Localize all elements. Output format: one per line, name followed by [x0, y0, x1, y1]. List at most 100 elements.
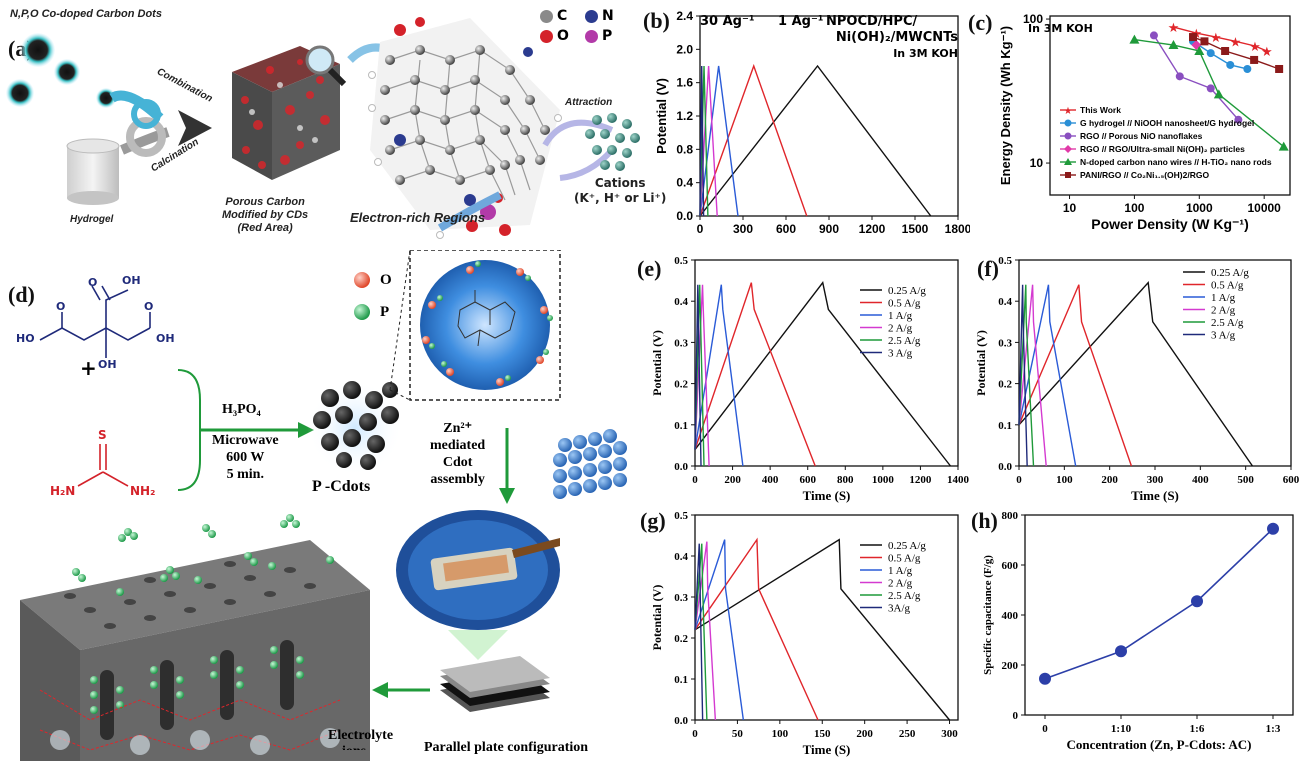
panel-f-label: (f)	[977, 256, 999, 281]
x-tick-label: 300	[733, 222, 753, 236]
data-point	[1175, 72, 1184, 81]
data-point: ★	[1168, 20, 1180, 35]
legend-p-label: P	[380, 304, 390, 320]
series-line	[1018, 284, 1028, 467]
ann-koh-c: In 3M KOH	[1028, 22, 1093, 35]
y-tick-label: 0.3	[998, 337, 1012, 349]
thiourea-structure	[77, 444, 129, 487]
thiourea-nh2: NH₂	[130, 484, 156, 498]
series-line	[1018, 284, 1077, 467]
panel-d-illustration	[20, 250, 627, 761]
arrow-down-icon	[499, 488, 515, 504]
series-line	[694, 543, 708, 721]
x-tick-label: 100	[1124, 201, 1144, 215]
legend-label: PANI/RGO // Co₂Ni₁.₅(OH)2/RGO	[1080, 170, 1209, 180]
cdot-lattice	[553, 429, 627, 499]
plus-sign: +	[80, 356, 97, 380]
data-point	[1039, 672, 1051, 685]
electrolyte-label: Electrolyteions	[328, 728, 394, 750]
x-axis-label: Time (S)	[803, 488, 851, 503]
y-axis-label: Potential (V)	[650, 585, 664, 651]
legend-label: 1 A/g	[888, 565, 913, 577]
legend-label: RGO // Porous NiO nanoflakes	[1080, 131, 1203, 141]
data-point	[1115, 645, 1127, 658]
legend-label: 1 A/g	[1211, 292, 1236, 304]
y-tick-label: 0.1	[674, 420, 688, 432]
plot-frame	[694, 259, 959, 467]
y-tick-label: 0.0	[676, 209, 693, 223]
legend-label: 1 A/g	[888, 310, 913, 322]
x-tick-label: 900	[819, 222, 839, 236]
data-point	[1129, 34, 1140, 44]
x-axis-label: Time (S)	[803, 742, 851, 757]
hydrogel-cylinder-icon	[66, 138, 120, 205]
ann-1ag: 1 Ag⁻¹	[778, 14, 824, 29]
y-tick-label: 0.5	[998, 255, 1012, 267]
series-line	[694, 539, 745, 721]
y-tick-label: 600	[1002, 560, 1019, 572]
electron-rich-label: Electron-rich Regions	[350, 210, 486, 225]
legend-marker	[1064, 132, 1072, 140]
x-tick-label: 100	[772, 728, 789, 740]
porous-carbon-cube	[232, 46, 340, 180]
data-point: ★	[1261, 44, 1273, 59]
data-point: ★	[1249, 39, 1261, 54]
series-line	[694, 543, 704, 721]
legend-label: 2 A/g	[888, 578, 913, 590]
y-tick-label: 0.2	[674, 633, 688, 645]
x-tick-label: 200	[1101, 474, 1118, 486]
legend-marker	[1064, 145, 1072, 153]
x-tick-label: 600	[799, 474, 816, 486]
thiourea-h2n: H₂N	[50, 484, 76, 498]
x-tick-label: 100	[1056, 474, 1073, 486]
y-axis-label: Potential (V)	[975, 330, 988, 396]
y-tick-label: 0.0	[674, 461, 688, 473]
series-line	[1018, 281, 1254, 467]
series-line	[1044, 528, 1274, 680]
series-line	[1018, 284, 1133, 467]
legend-label: 3 A/g	[888, 348, 913, 360]
x-tick-label: 10	[1063, 201, 1077, 215]
y-tick-label: 1.2	[676, 109, 693, 123]
x-tick-label: 200	[724, 474, 741, 486]
series-line	[699, 65, 709, 217]
plot-frame	[1018, 259, 1292, 467]
legend-label: 2.5 A/g	[888, 590, 921, 602]
citric-ho: HO	[16, 332, 35, 345]
parallel-plates	[440, 656, 550, 712]
surface-groups	[422, 261, 553, 386]
legend-label: This Work	[1080, 105, 1121, 115]
legend-label: RGO // RGO/Ultra-small Ni(OH)₂ particles	[1080, 144, 1245, 154]
series-line	[1153, 35, 1239, 121]
y-tick-label: 0.0	[998, 461, 1012, 473]
chart-e: 0 200 400 600 800 1000 1200 1400 0.0 0.1 0.2 0.3 0.4…	[650, 255, 970, 503]
legend-label: 0.25 A/g	[888, 540, 926, 552]
carbon-atom-icon	[540, 9, 553, 23]
chart-g: 0 50 100 150 200 250 300 0.0 0.1 0.2 0.3 0.4 0.5 Time…	[650, 510, 959, 757]
plot-frame	[1024, 514, 1294, 716]
y-tick-label: 800	[1002, 510, 1019, 522]
chart-h: 0 1:10 1:6 1:3 0 200 400 600 800 Concentration (Z…	[982, 510, 1294, 752]
x-tick-label: 200	[856, 728, 873, 740]
x-axis-label: Power Density (W Kg⁻¹)	[1091, 216, 1249, 232]
legend-label: 2.5 A/g	[1211, 317, 1244, 329]
x-axis-label: Concentration (Zn, P-Cdots: AC)	[1067, 737, 1252, 752]
data-point	[1206, 84, 1215, 93]
combination-arrow	[109, 90, 164, 122]
y-tick-label: 0.2	[998, 379, 1012, 391]
attraction-arrow	[542, 119, 614, 147]
reagent-label: H₃PO₄	[222, 402, 261, 417]
series-line	[699, 65, 705, 217]
citric-oh-1: OH	[122, 274, 141, 287]
plot-frame	[1049, 15, 1291, 196]
data-point	[1278, 141, 1289, 151]
porous-electrode-block	[20, 514, 370, 761]
series-line	[694, 284, 705, 467]
carbon-dot-icon	[21, 33, 55, 67]
x-tick-label: 800	[837, 474, 854, 486]
panel-e-label: (e)	[637, 256, 662, 281]
hydrogel-label: Hydrogel	[70, 214, 114, 225]
data-point	[1221, 46, 1230, 55]
data-point	[1194, 45, 1205, 55]
